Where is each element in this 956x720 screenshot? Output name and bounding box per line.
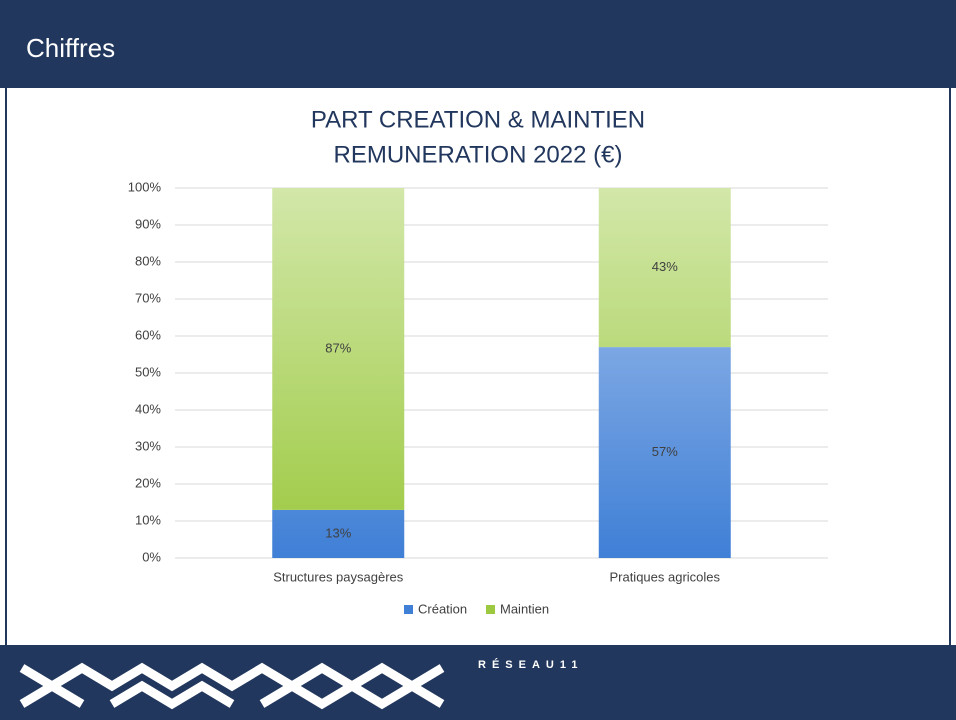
legend-label: Création <box>418 601 467 616</box>
legend-swatch <box>486 605 495 614</box>
x-tick-label: Structures paysagères <box>273 569 404 584</box>
legend-swatch <box>404 605 413 614</box>
footer-logo-text: RÉSEAU11 <box>478 658 583 671</box>
y-tick-label: 40% <box>135 401 161 416</box>
wave-bottom <box>259 680 445 710</box>
y-tick-label: 10% <box>135 512 161 527</box>
y-tick-label: 80% <box>135 253 161 268</box>
bar-segment <box>272 509 405 558</box>
header-band <box>0 0 956 88</box>
data-label: 43% <box>652 259 678 274</box>
wave-top <box>19 662 445 692</box>
wave-bottom <box>109 680 235 710</box>
wave-bottom <box>19 680 85 708</box>
data-label: 57% <box>652 444 678 459</box>
legend-label: Maintien <box>500 601 549 616</box>
y-tick-label: 30% <box>135 438 161 453</box>
chart-subtitle: REMUNERATION 2022 (€) <box>334 141 623 168</box>
y-tick-label: 90% <box>135 216 161 231</box>
data-label: 87% <box>325 340 351 355</box>
bar-segment <box>598 188 731 348</box>
y-tick-label: 70% <box>135 290 161 305</box>
bar-segment <box>598 347 731 558</box>
bar-segment <box>272 188 405 510</box>
footer-logo-waves <box>19 662 445 710</box>
chart-title: PART CREATION & MAINTIEN <box>311 106 645 133</box>
y-tick-label: 100% <box>128 179 162 194</box>
y-tick-label: 20% <box>135 475 161 490</box>
y-tick-label: 0% <box>142 549 161 564</box>
header-title: Chiffres <box>26 33 115 63</box>
x-tick-label: Pratiques agricoles <box>609 569 720 584</box>
y-tick-label: 50% <box>135 364 161 379</box>
data-label: 13% <box>325 525 351 540</box>
y-tick-label: 60% <box>135 327 161 342</box>
